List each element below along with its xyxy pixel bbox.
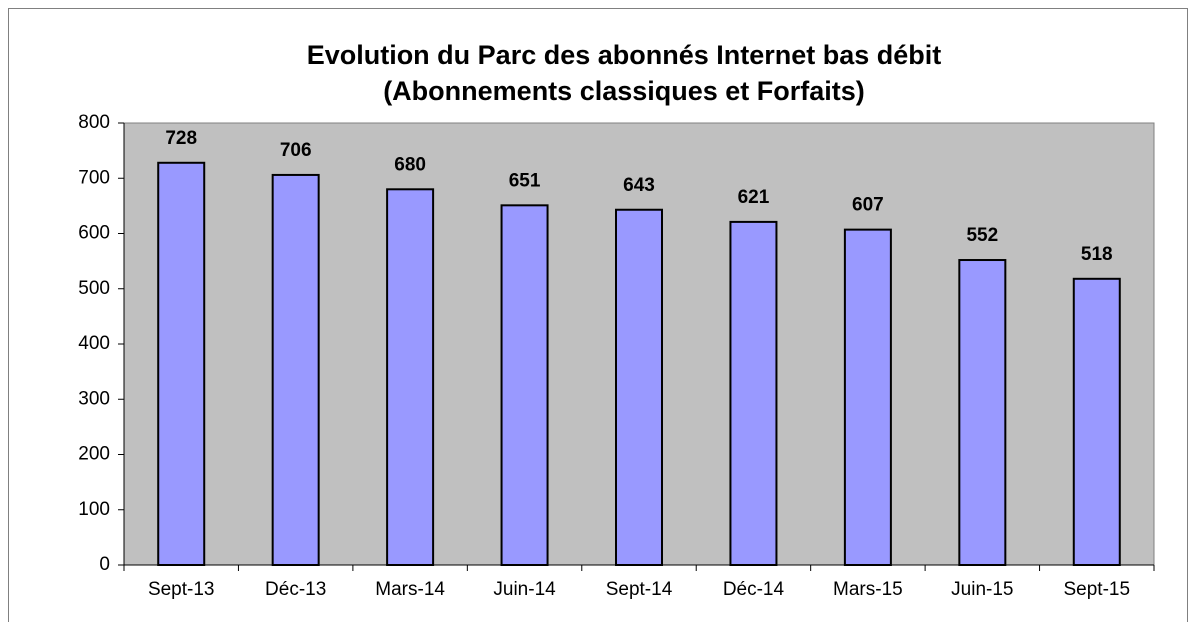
value-label: 621	[738, 187, 770, 208]
y-tick-label: 200	[78, 444, 110, 465]
chart-subtitle: (Abonnements classiques et Forfaits)	[383, 76, 865, 106]
y-tick-label: 0	[99, 554, 110, 575]
x-tick-label: Mars-14	[375, 579, 445, 600]
value-label: 643	[623, 175, 655, 196]
y-tick-label: 400	[78, 333, 110, 354]
chart-title: Evolution du Parc des abonnés Internet b…	[307, 40, 942, 70]
bar	[615, 208, 663, 566]
x-tick-label: Juin-15	[951, 579, 1013, 600]
value-label: 706	[280, 140, 312, 161]
bar	[958, 259, 1007, 566]
y-tick-label: 100	[78, 499, 110, 520]
y-tick-label: 500	[78, 278, 110, 299]
bar	[386, 188, 435, 567]
bar	[729, 220, 778, 567]
x-tick-label: Sept-14	[606, 579, 673, 600]
x-tick-label: Sept-13	[148, 579, 215, 600]
value-label: 680	[394, 154, 426, 175]
y-tick-label: 300	[78, 388, 110, 409]
y-tick-label: 600	[78, 223, 110, 244]
bar	[157, 161, 206, 566]
x-tick-label: Déc-13	[265, 579, 326, 600]
value-label: 651	[509, 170, 541, 191]
y-tick-label: 800	[78, 112, 110, 133]
bar	[843, 228, 892, 566]
bar	[1072, 277, 1121, 566]
value-label: 607	[852, 195, 884, 216]
x-tick-label: Mars-15	[833, 579, 903, 600]
value-label: 552	[966, 225, 998, 246]
bar	[500, 204, 549, 566]
x-tick-label: Juin-14	[493, 579, 556, 600]
y-tick-label: 700	[78, 167, 110, 188]
value-label: 518	[1081, 244, 1113, 265]
x-tick-label: Sept-15	[1064, 579, 1131, 600]
value-label: 728	[165, 128, 197, 149]
x-tick-label: Déc-14	[723, 579, 785, 600]
bar	[271, 173, 320, 566]
